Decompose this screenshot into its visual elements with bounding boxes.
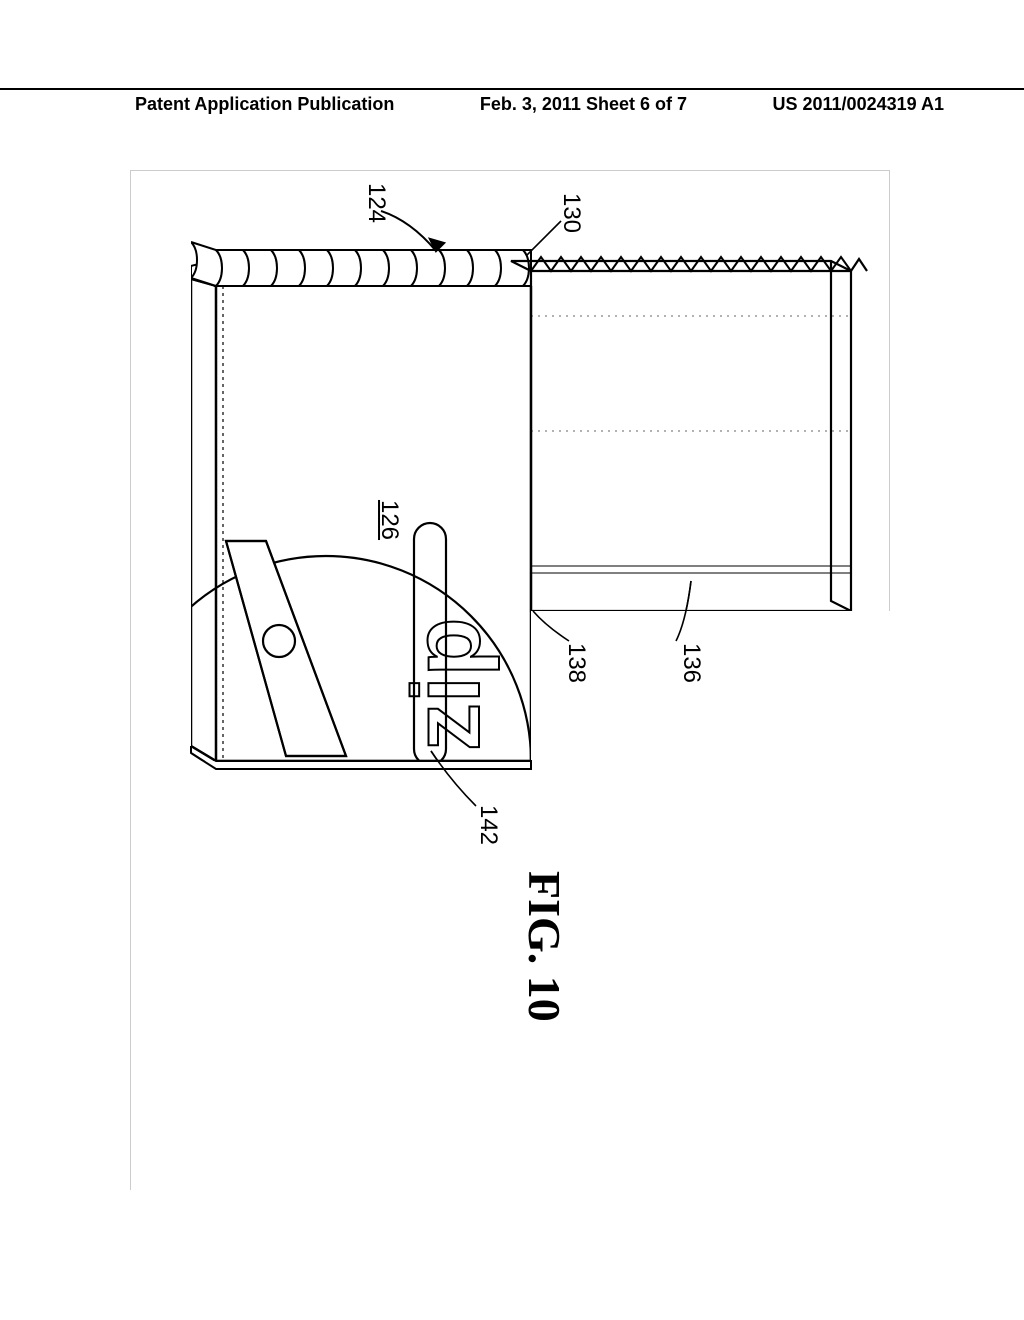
ref-138: 138 [562,643,590,683]
ref-130: 130 [557,193,585,233]
drawing-area: zip [130,170,890,1190]
figure-label: FIG. 10 [518,871,571,1022]
header-right: US 2011/0024319 A1 [773,94,944,114]
page: Patent Application Publication Feb. 3, 2… [0,0,1024,1320]
page-header: Patent Application Publication Feb. 3, 2… [0,88,1024,114]
ref-124: 124 [362,183,390,223]
ref-142: 142 [474,805,502,845]
header-center: Feb. 3, 2011 Sheet 6 of 7 [480,94,687,114]
header-left: Patent Application Publication [135,94,394,114]
patent-figure: zip [131,171,891,1191]
svg-text:zip: zip [393,618,500,751]
ref-126: 126 [375,500,403,540]
ref-136: 136 [677,643,705,683]
